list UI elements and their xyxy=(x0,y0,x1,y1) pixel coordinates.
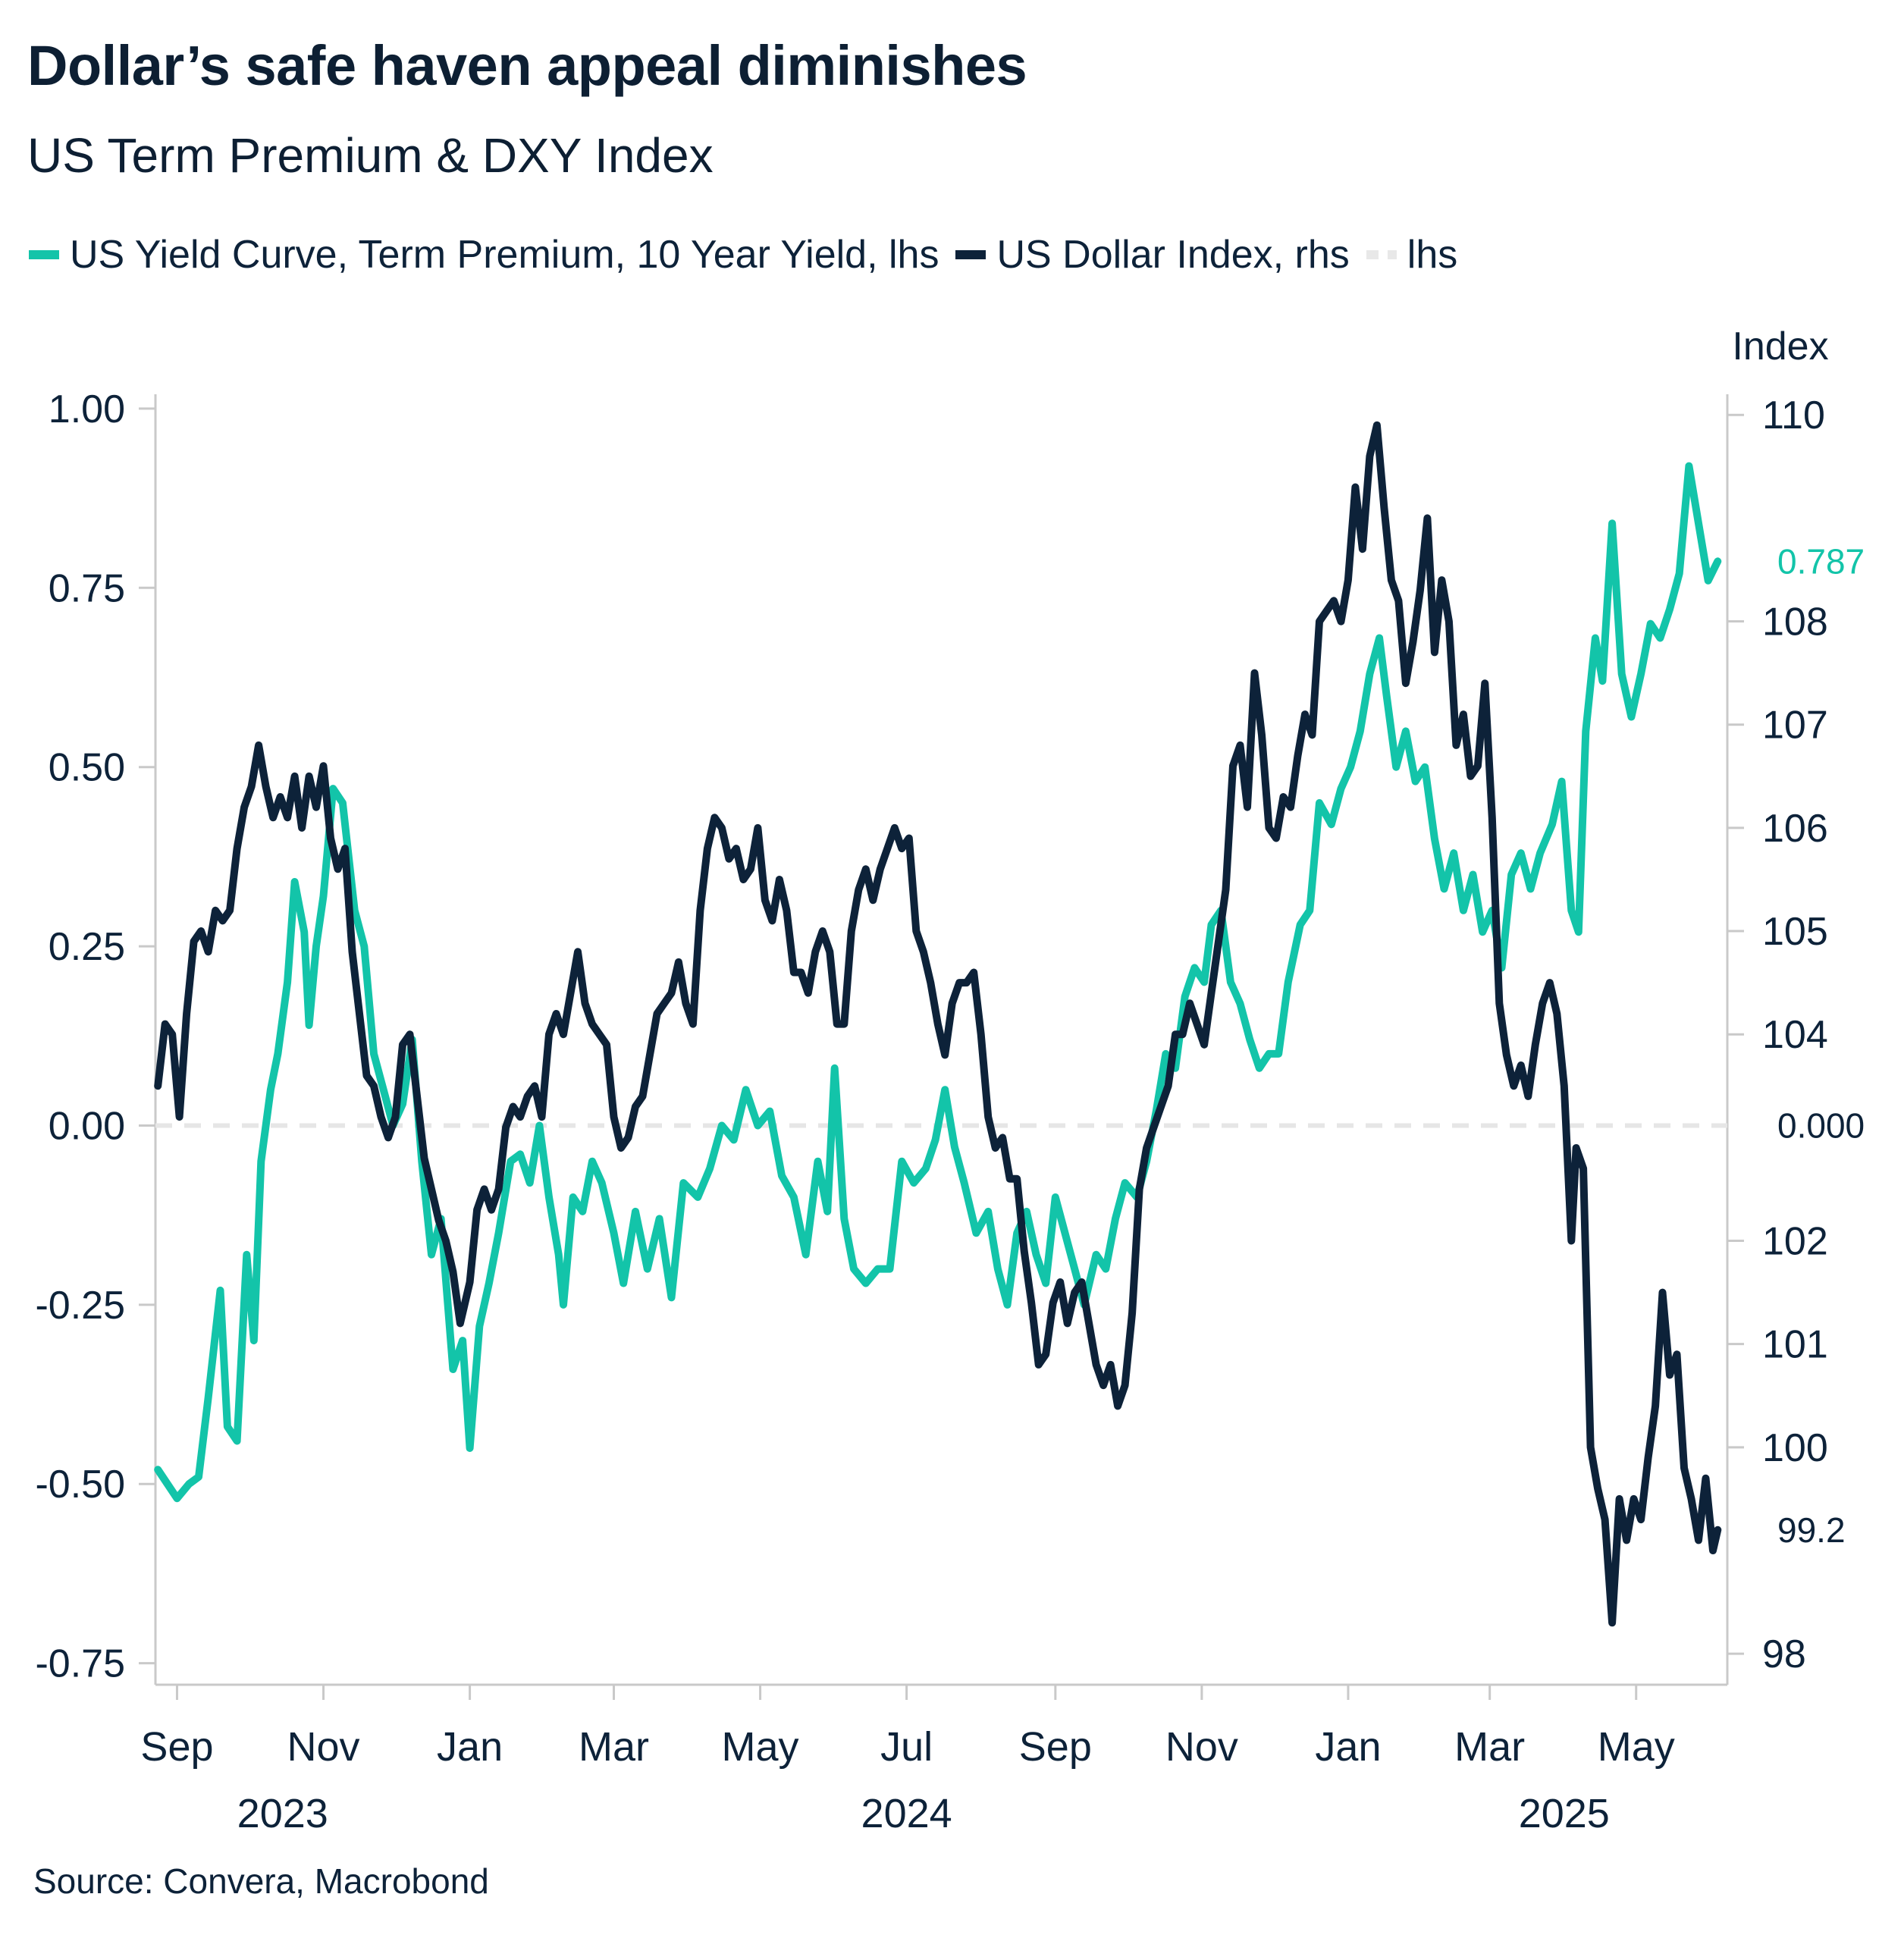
x-tick-label: Nov xyxy=(1165,1724,1238,1770)
x-tick-label: May xyxy=(1598,1724,1675,1770)
term-premium-line xyxy=(154,462,1722,1503)
right-tick-label: 101 xyxy=(1762,1323,1828,1367)
x-tick-label: Sep xyxy=(140,1724,213,1770)
legend-item-term-premium: US Yield Curve, Term Premium, 10 Year Yi… xyxy=(29,232,939,278)
legend-label-zero-line: lhs xyxy=(1407,233,1458,277)
right-tick-label: 110 xyxy=(1762,394,1825,437)
dollar-index-end-label: 99.2 xyxy=(1777,1510,1846,1550)
x-year-label: 2023 xyxy=(237,1791,328,1836)
left-tick-label: 0.25 xyxy=(49,925,125,969)
legend-swatch-term-premium xyxy=(29,250,59,259)
right-tick-label: 102 xyxy=(1762,1220,1828,1264)
right-tick-label: 100 xyxy=(1762,1426,1828,1470)
legend-swatch-dollar-index xyxy=(955,250,987,259)
zero-end-label: 0.000 xyxy=(1777,1105,1865,1145)
x-year-label: 2024 xyxy=(861,1791,952,1836)
chart-subtitle: US Term Premium & DXY Index xyxy=(27,128,714,183)
left-tick-label: -0.25 xyxy=(35,1284,125,1328)
legend-item-dollar-index: US Dollar Index, rhs xyxy=(955,232,1350,278)
right-tick-label: 108 xyxy=(1762,600,1828,644)
legend-swatch-zero-line xyxy=(1366,250,1397,259)
left-tick-label: 0.75 xyxy=(49,566,125,610)
right-tick-label: 107 xyxy=(1762,704,1828,748)
left-tick-label: -0.50 xyxy=(35,1463,125,1507)
left-tick-label: 1.00 xyxy=(49,387,125,431)
x-year-label: 2025 xyxy=(1519,1791,1610,1836)
left-tick-label: -0.75 xyxy=(35,1642,125,1686)
x-tick-label: Mar xyxy=(1454,1724,1525,1770)
legend-label-dollar-index: US Dollar Index, rhs xyxy=(996,233,1350,277)
x-tick-label: Jul xyxy=(880,1724,933,1770)
right-tick-label: 106 xyxy=(1762,807,1828,851)
left-tick-label: 0.00 xyxy=(49,1104,125,1148)
right-axis-unit-label: Index xyxy=(1732,325,1828,368)
chart-title: Dollar’s safe haven appeal diminishes xyxy=(27,34,1027,97)
left-tick-label: 0.50 xyxy=(49,746,125,790)
dollar-index-line xyxy=(154,421,1722,1627)
legend-label-term-premium: US Yield Curve, Term Premium, 10 Year Yi… xyxy=(70,233,939,277)
x-tick-label: Sep xyxy=(1019,1724,1092,1770)
right-tick-label: 105 xyxy=(1762,910,1828,954)
legend-item-zero-line: lhs xyxy=(1366,232,1457,278)
term-premium-end-label: 0.787 xyxy=(1777,541,1865,581)
tick-labels: 1.00 0.75 0.50 0.25 0.00 -0.25 -0.50 -0.75 110 10… xyxy=(35,325,1828,1836)
x-tick-label: Mar xyxy=(579,1724,649,1770)
right-tick-label: 98 xyxy=(1762,1632,1806,1676)
x-tick-label: Jan xyxy=(437,1724,503,1770)
end-labels: 0.787 0.000 99.2 xyxy=(1777,541,1865,1549)
series-lines xyxy=(154,421,1722,1627)
x-tick-label: Jan xyxy=(1315,1724,1381,1770)
right-tick-label: 104 xyxy=(1762,1013,1828,1057)
x-tick-label: Nov xyxy=(287,1724,360,1770)
x-tick-label: May xyxy=(722,1724,799,1770)
source-note: Source: Convera, Macrobond xyxy=(33,1861,489,1901)
legend: US Yield Curve, Term Premium, 10 Year Yi… xyxy=(29,232,1474,278)
